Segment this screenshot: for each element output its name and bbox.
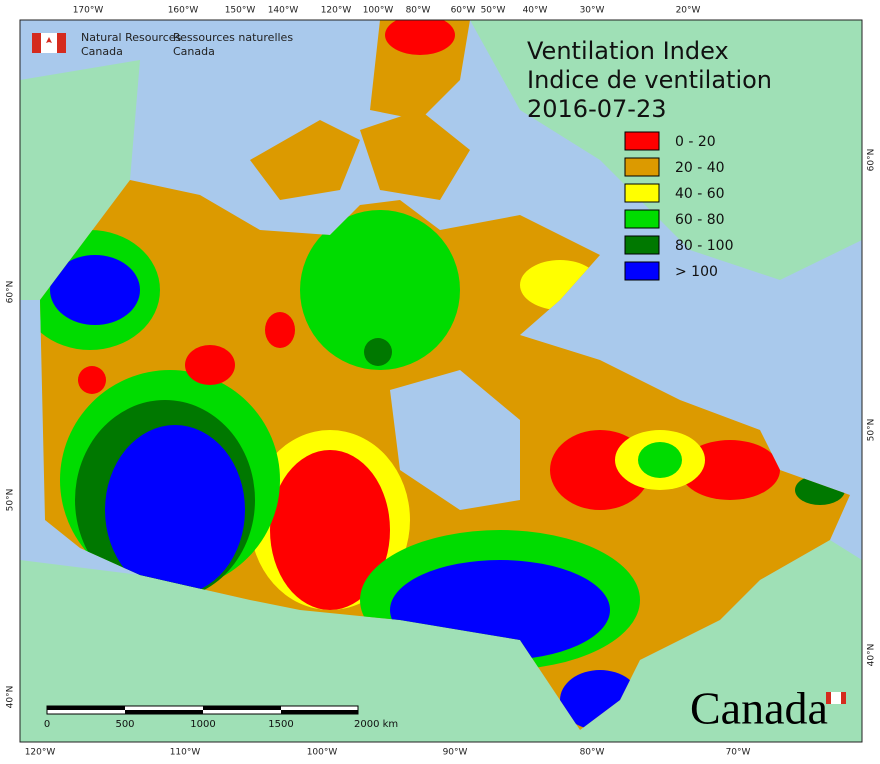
longitude-label: 40°W [523,6,548,16]
longitude-label: 20°W [676,6,701,16]
legend-label: 0 - 20 [675,134,716,150]
title: Ventilation Index [527,37,729,65]
latitude-label: 40°N [6,686,16,709]
longitude-label: 60°W [451,6,476,16]
scale-label: 1000 [190,719,215,730]
legend-label: 80 - 100 [675,238,734,254]
longitude-label: 120°W [321,6,352,16]
longitude-label: 160°W [168,6,199,16]
latitude-label: 60°N [6,281,16,304]
flag [41,33,57,53]
flag [57,33,66,53]
legend-swatch [624,157,660,177]
longitude-label: 50°W [481,6,506,16]
org-name: Canada [81,45,123,58]
legend-label: 60 - 80 [675,212,725,228]
org-name: Canada [173,45,215,58]
longitude-label: 120°W [25,748,56,758]
wordmark: Canada [690,683,828,734]
frame [19,19,863,743]
org-name: Ressources naturelles [173,31,293,44]
land [20,20,862,742]
legend-label: 40 - 60 [675,186,725,202]
latitude-label: 40°N [867,644,877,667]
scale-label: 2000 km [354,719,398,730]
title: Indice de ventilation [527,66,772,94]
longitude-label: 90°W [443,748,468,758]
wordmark-flag [831,692,841,704]
scale-bar [46,705,359,715]
longitude-label: 30°W [580,6,605,16]
hudson-bay [390,370,520,510]
longitude-label: 140°W [268,6,299,16]
org-name: Natural Resources [81,31,182,44]
legend-swatch [624,261,660,281]
legend-swatch [624,235,660,255]
legend-swatch [624,183,660,203]
scale-label: 1500 [268,719,293,730]
longitude-label: 100°W [363,6,394,16]
scale-label: 500 [115,719,134,730]
longitude-label: 170°W [73,6,104,16]
longitude-label: 80°W [580,748,605,758]
title: 2016-07-23 [527,95,666,123]
legend-label: 20 - 40 [675,160,725,176]
greenland [470,20,862,280]
latitude-label: 50°N [867,419,877,442]
flag-leaf [46,37,52,43]
latitude-label: 60°N [867,149,877,172]
legend-swatch [624,131,660,151]
longitude-label: 110°W [170,748,201,758]
usa [20,540,862,742]
flag [32,33,41,53]
longitude-label: 100°W [307,748,338,758]
longitude-label: 150°W [225,6,256,16]
longitude-label: 70°W [726,748,751,758]
scale-label: 0 [44,719,50,730]
legend-swatch [624,209,660,229]
legend-label: > 100 [675,264,718,280]
latitude-label: 50°N [6,489,16,512]
longitude-label: 80°W [406,6,431,16]
alaska [20,60,140,300]
